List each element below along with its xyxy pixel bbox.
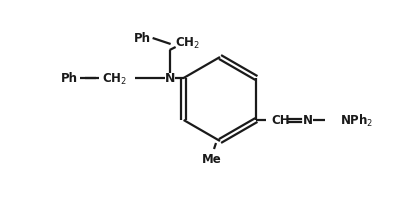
Text: Ph: Ph: [61, 72, 78, 85]
Text: CH$_2$: CH$_2$: [102, 71, 127, 86]
Text: CH$_2$: CH$_2$: [175, 35, 200, 50]
Text: Ph: Ph: [134, 32, 151, 45]
Text: NPh$_2$: NPh$_2$: [340, 112, 374, 129]
Text: N: N: [164, 72, 175, 85]
Text: N: N: [304, 114, 313, 127]
Text: Me: Me: [202, 153, 222, 166]
Text: CH: CH: [271, 114, 290, 127]
